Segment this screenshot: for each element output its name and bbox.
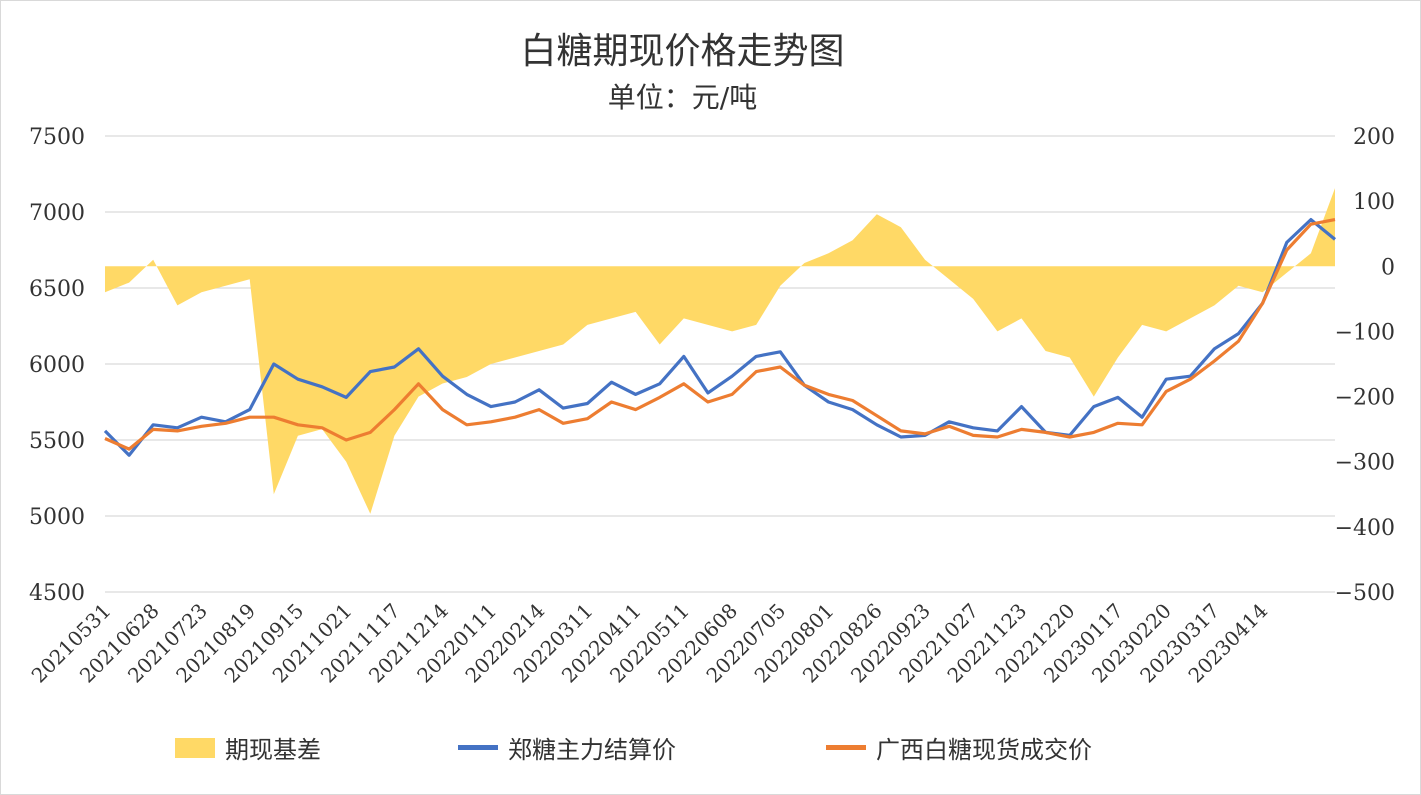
left-axis-tick-label: 7000 xyxy=(29,201,85,226)
right-axis-tick-label: 0 xyxy=(1381,255,1395,280)
left-axis-tick-label: 5000 xyxy=(29,505,85,530)
legend-swatch-futures xyxy=(458,745,498,750)
right-axis-tick-label: 200 xyxy=(1353,125,1395,150)
x-axis-ticks: 2021053120210628202107232021081920210915… xyxy=(27,599,1273,688)
left-axis-tick-label: 4500 xyxy=(29,581,85,606)
basis-area-layer xyxy=(105,188,1335,514)
right-axis-tick-label: −100 xyxy=(1335,320,1395,345)
right-axis-tick-label: −400 xyxy=(1335,516,1395,541)
left-axis-tick-label: 6000 xyxy=(29,353,85,378)
left-axis-tick-label: 7500 xyxy=(29,125,85,150)
series-futures-line xyxy=(103,218,1337,457)
right-axis-ticks: 200 100 0 −100 −200 −300 −400 −500 xyxy=(1335,125,1395,606)
legend-label-spot: 广西白糖现货成交价 xyxy=(876,736,1092,764)
right-axis-tick-label: −500 xyxy=(1335,581,1395,606)
legend-item-futures: 郑糖主力结算价 xyxy=(458,730,676,765)
chart-subtitle: 单位：元/吨 xyxy=(607,81,758,114)
legend-swatch-spot xyxy=(826,745,866,750)
left-axis-ticks: 7500 7000 6500 6000 5500 5000 4500 xyxy=(29,125,85,606)
right-axis-tick-label: −300 xyxy=(1335,451,1395,476)
legend-label-basis: 期现基差 xyxy=(225,736,321,764)
legend-label-futures: 郑糖主力结算价 xyxy=(508,736,676,764)
series-spot-line xyxy=(104,218,1336,451)
series-basis-area xyxy=(105,188,1335,514)
chart-title: 白糖期现价格走势图 xyxy=(520,31,845,72)
legend-swatch-basis xyxy=(175,737,215,758)
right-axis-tick-label: 100 xyxy=(1353,190,1395,215)
right-axis-tick-label: −200 xyxy=(1335,386,1395,411)
left-axis-tick-label: 5500 xyxy=(29,429,85,454)
left-axis-tick-label: 6500 xyxy=(29,277,85,302)
legend-item-basis: 期现基差 xyxy=(175,730,321,765)
legend-item-spot: 广西白糖现货成交价 xyxy=(826,730,1092,765)
price-lines-layer xyxy=(103,218,1337,457)
